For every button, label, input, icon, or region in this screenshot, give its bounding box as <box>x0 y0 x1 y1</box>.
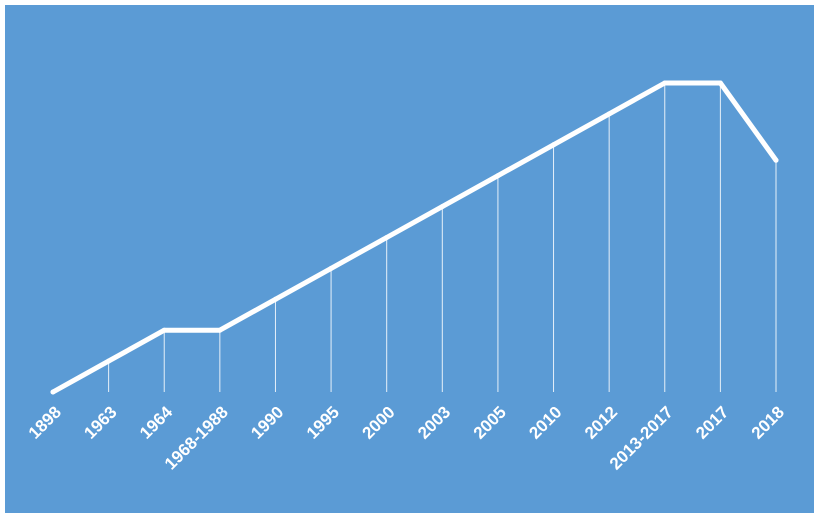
data-point <box>106 358 112 364</box>
data-point <box>551 142 557 148</box>
data-point <box>717 80 723 86</box>
data-point <box>439 204 445 210</box>
drop-lines-group <box>108 83 777 392</box>
data-point <box>272 296 278 302</box>
data-point <box>773 157 779 163</box>
data-point <box>161 327 167 333</box>
data-point <box>495 173 501 179</box>
data-point <box>328 265 334 271</box>
data-points-group <box>50 80 779 395</box>
data-point <box>606 111 612 117</box>
data-point <box>50 389 56 395</box>
series-line <box>50 80 779 395</box>
data-point <box>662 80 668 86</box>
data-point <box>384 235 390 240</box>
chart-background <box>5 5 814 513</box>
data-point <box>217 327 223 333</box>
